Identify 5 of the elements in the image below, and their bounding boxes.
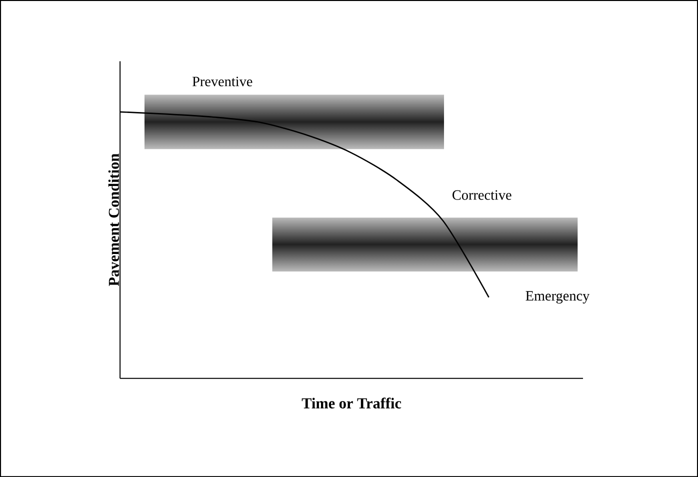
x-axis-title: Time or Traffic [302, 398, 402, 408]
text: Preventive [192, 76, 252, 86]
annotation: Corrective [452, 190, 512, 200]
text: Emergency [526, 291, 590, 304]
y-axis-title: Pavement Condition [108, 154, 120, 286]
